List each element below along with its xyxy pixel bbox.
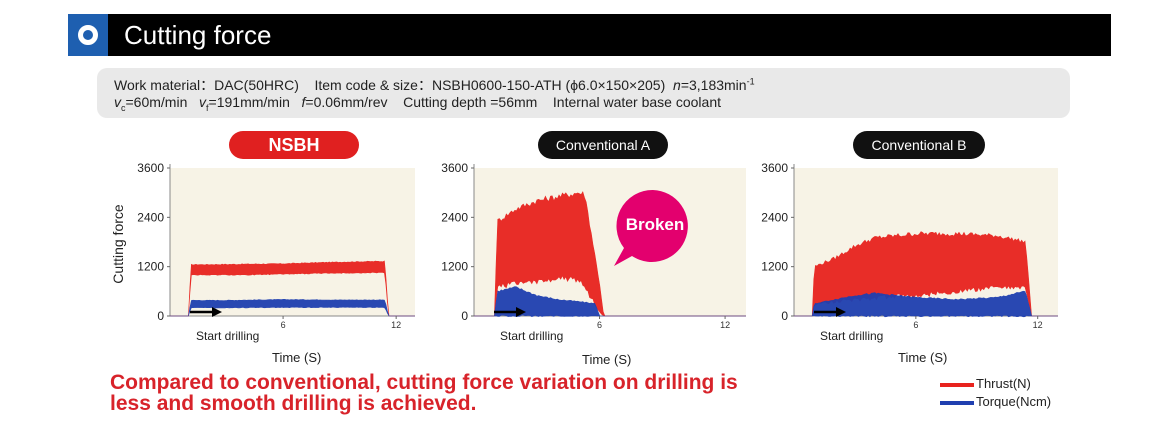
legend-label-thrust: Thrust(N): [976, 376, 1031, 391]
conditions-line-2: vc=60m/min vf=191mm/min f=0.06mm/rev Cut…: [114, 94, 721, 113]
x-axis-label-nsbh: Time (S): [272, 350, 322, 365]
start-arrow-head: [836, 307, 846, 317]
series-area-torque: [474, 286, 746, 318]
x-tick-label: 6: [913, 320, 918, 330]
x-tick-label: 6: [281, 320, 286, 330]
series-area-thrust: [170, 260, 415, 317]
cutting-speed-value: =60m/min: [125, 94, 188, 110]
feed-rate-label: v: [199, 94, 207, 110]
y-tick-label: 1200: [441, 260, 468, 274]
plot-background: [170, 168, 415, 316]
panel-label-nsbh: NSBH: [229, 131, 359, 159]
item-code-label: Item code & size：: [314, 77, 432, 93]
legend-swatch-thrust: [940, 383, 974, 387]
feed-rate-sub: f: [206, 102, 209, 113]
y-axis-label: Cutting force: [110, 204, 126, 284]
y-tick-label: 0: [461, 309, 468, 323]
start-arrow-head: [516, 307, 526, 317]
y-tick-label: 3600: [441, 161, 468, 175]
series-area-thrust: [474, 191, 746, 317]
y-tick-label: 2400: [441, 210, 468, 224]
broken-bubble: [614, 189, 688, 266]
legend: Thrust(N) Torque(Ncm): [940, 376, 1080, 412]
item-code-value: NSBH0600-150-ATH: [431, 77, 562, 93]
broken-callout: Broken: [614, 189, 688, 266]
conditions-line-1: Work material：DAC(50HRC) Item code & siz…: [114, 75, 755, 95]
conclusion-text: Compared to conventional, cutting force …: [110, 372, 930, 414]
conclusion-line-1: Compared to conventional, cutting force …: [110, 371, 738, 394]
y-tick-label: 0: [157, 309, 164, 323]
x-axis-label-conventional-a: Time (S): [582, 352, 632, 367]
chart-conventional-a: 0 1200 2400 3600 6 12 Start drilling: [432, 150, 750, 360]
x-axis-label-conventional-b: Time (S): [898, 350, 948, 365]
feed-rate-value: =191mm/min: [208, 94, 290, 110]
broken-label: Broken: [626, 215, 685, 234]
y-tick-label: 0: [781, 309, 788, 323]
cutting-speed-label: v: [114, 94, 121, 110]
x-tick-label: 6: [597, 320, 602, 330]
cutting-depth: Cutting depth =56mm: [403, 94, 538, 110]
cutting-speed-sub: c: [121, 102, 126, 113]
legend-item-torque: Torque(Ncm): [940, 394, 1080, 412]
start-drilling-label: Start drilling: [820, 329, 883, 343]
start-drilling-label: Start drilling: [500, 329, 563, 343]
spindle-speed-label: n: [673, 77, 681, 93]
y-tick-label: 2400: [137, 210, 164, 224]
panel-label-conventional-a: Conventional A: [538, 131, 668, 159]
y-tick-label: 3600: [137, 161, 164, 175]
series-area-torque: [794, 290, 1058, 318]
item-size-value: (ϕ6.0×150×205): [565, 77, 666, 93]
chart-conventional-a-svg: 0 1200 2400 3600 6 12 Start drilling: [441, 161, 746, 343]
conclusion-line-2: less and smooth drilling is achieved.: [110, 392, 477, 415]
legend-swatch-torque: [940, 401, 974, 405]
circle-icon: [68, 14, 108, 56]
title-bar: Cutting force: [68, 14, 1111, 56]
conditions-box: Work material：DAC(50HRC) Item code & siz…: [97, 68, 1070, 118]
y-tick-label: 2400: [761, 210, 788, 224]
x-tick-label: 12: [391, 320, 401, 330]
spindle-speed-unit: -1: [746, 76, 755, 87]
spindle-speed-value: =3,183min: [680, 77, 747, 93]
y-axis-label-wrap: Cutting force: [108, 196, 128, 296]
series-area-torque: [170, 299, 415, 317]
y-tick-label: 1200: [137, 260, 164, 274]
legend-item-thrust: Thrust(N): [940, 376, 1080, 394]
x-tick-label: 12: [1033, 320, 1043, 330]
feed-value: =0.06mm/rev: [305, 94, 388, 110]
legend-label-torque: Torque(Ncm): [976, 394, 1052, 409]
y-tick-label: 1200: [761, 260, 788, 274]
panel-label-conventional-b: Conventional B: [853, 131, 985, 159]
chart-nsbh-svg: 0 1200 2400 3600 6 12 Start drilling: [137, 161, 415, 343]
start-arrow-head: [212, 307, 222, 317]
coolant: Internal water base coolant: [552, 94, 721, 110]
start-drilling-label: Start drilling: [196, 329, 259, 343]
work-material-value: DAC(50HRC): [214, 77, 299, 93]
feed-label: f: [301, 94, 306, 110]
chart-nsbh: 0 1200 2400 3600 6 12 Start drilling: [130, 150, 420, 360]
x-tick-label: 12: [720, 320, 730, 330]
page-title: Cutting force: [124, 20, 272, 50]
y-tick-label: 3600: [761, 161, 788, 175]
work-material-label: Work material：: [114, 77, 215, 93]
chart-conventional-b: 0 1200 2400 3600 6 12 Start drilling: [752, 150, 1062, 360]
chart-conventional-b-svg: 0 1200 2400 3600 6 12 Start drilling: [761, 161, 1058, 343]
